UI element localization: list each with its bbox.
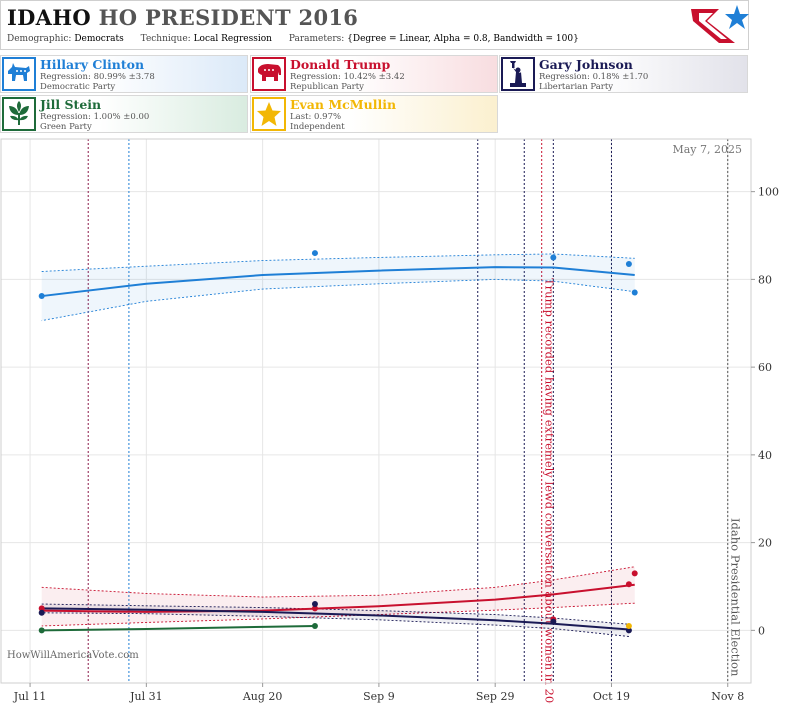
regression-chart: Trump recorded having extremely lewd con…	[0, 138, 779, 704]
x-tick-label: Jul 31	[129, 690, 163, 703]
candidate-party: Libertarian Party	[539, 82, 614, 92]
candidate-name: Gary Johnson	[539, 57, 633, 72]
y-tick-label: 80	[758, 273, 772, 286]
candidate-name: Donald Trump	[290, 57, 391, 72]
series-points	[38, 250, 638, 634]
y-tick-label: 40	[758, 449, 772, 462]
watermark: HowWillAmericaVote.com	[7, 650, 139, 661]
data-point	[38, 627, 45, 634]
upper-bound-line	[41, 253, 635, 272]
parameters-label: Parameters:	[288, 34, 345, 44]
candidate-regression: Regression: 0.18% ±1.70	[539, 72, 649, 82]
data-point	[311, 605, 318, 612]
data-point	[631, 289, 638, 296]
date-label: May 7, 2025	[672, 143, 742, 156]
candidate-regression: Regression: 1.00% ±0.00	[40, 112, 150, 122]
candidate-name: Hillary Clinton	[40, 57, 145, 72]
candidate-regression: Regression: 80.99% ±3.78	[40, 72, 155, 82]
parameters-value: {Degree = Linear, Alpha = 0.8, Bandwidth…	[347, 34, 579, 44]
demographic-value: Democrats	[74, 34, 124, 44]
candidate-card-trump: Donald Trump Regression: 10.42% ±3.42 Re…	[250, 55, 498, 93]
data-point	[38, 605, 45, 612]
candidate-name: Jill Stein	[40, 97, 102, 112]
elephant-icon	[252, 57, 286, 91]
event-lines: Trump recorded having extremely lewd con…	[87, 139, 743, 704]
candidate-party: Republican Party	[290, 82, 364, 92]
star-icon	[252, 97, 286, 131]
series-line	[41, 624, 315, 632]
title-state: IDAHO	[7, 5, 91, 30]
data-point	[625, 581, 632, 588]
parameters-line: Demographic: Democrats Technique: Local …	[7, 34, 593, 44]
candidate-regression: Regression: 10.42% ±3.42	[290, 72, 405, 82]
event-label: Idaho Presidential Election	[729, 518, 743, 677]
data-point	[625, 261, 632, 268]
data-point	[550, 254, 557, 261]
leaf-icon	[2, 97, 36, 131]
x-tick-label: Sep 9	[363, 690, 395, 703]
axes: 0 20 40 60 80 100 Jul 11 Jul 31 Aug 20 Sep 9 Sep 2…	[0, 138, 779, 703]
donkey-icon	[2, 57, 36, 91]
statue-of-liberty-icon	[501, 57, 535, 91]
candidate-card-mcmullin: Evan McMullin Last: 0.97% Independent	[250, 95, 498, 133]
technique-value: Local Regression	[193, 34, 272, 44]
x-tick-label: Aug 20	[242, 690, 283, 703]
event-label: Trump recorded having extremely lewd con…	[543, 278, 557, 704]
data-point	[625, 622, 632, 629]
y-tick-label: 60	[758, 361, 772, 374]
technique-label: Technique:	[140, 34, 191, 44]
site-logo-icon	[691, 5, 749, 43]
x-tick-label: Oct 19	[593, 690, 630, 703]
data-point	[550, 618, 557, 625]
candidate-party: Green Party	[40, 122, 92, 132]
candidate-card-johnson: Gary Johnson Regression: 0.18% ±1.70 Lib…	[499, 55, 748, 93]
series-line	[41, 266, 635, 298]
chart-header: IDAHO HO PRESIDENT 2016 Demographic: Dem…	[0, 0, 749, 50]
upper-bound-line	[41, 603, 629, 625]
candidate-party: Independent	[290, 122, 345, 132]
upper-bound-line	[41, 566, 635, 598]
data-point	[625, 627, 632, 634]
y-tick-label: 100	[758, 186, 779, 199]
data-point	[38, 609, 45, 616]
x-tick-label: Jul 11	[13, 690, 47, 703]
x-tick-label: Sep 29	[476, 690, 515, 703]
data-point	[311, 601, 318, 608]
data-point	[631, 570, 638, 577]
plot-frame	[0, 138, 752, 684]
demographic-label: Demographic:	[7, 34, 72, 44]
data-point	[311, 622, 318, 629]
candidate-card-clinton: Hillary Clinton Regression: 80.99% ±3.78…	[0, 55, 248, 93]
y-tick-label: 20	[758, 537, 772, 550]
page-title: IDAHO HO PRESIDENT 2016	[7, 5, 358, 30]
data-point	[311, 250, 318, 257]
data-point	[38, 293, 45, 300]
confidence-band	[41, 253, 635, 321]
x-tick-label: Nov 8	[711, 690, 744, 703]
candidate-last-value: Last: 0.97%	[290, 112, 342, 122]
candidate-card-stein: Jill Stein Regression: 1.00% ±0.00 Green…	[0, 95, 248, 133]
title-rest: HO PRESIDENT 2016	[98, 5, 359, 30]
lower-bound-line	[41, 278, 635, 322]
y-tick-label: 0	[758, 624, 765, 637]
candidate-party: Democratic Party	[40, 82, 116, 92]
candidate-name: Evan McMullin	[290, 97, 397, 112]
series-line	[41, 583, 635, 613]
